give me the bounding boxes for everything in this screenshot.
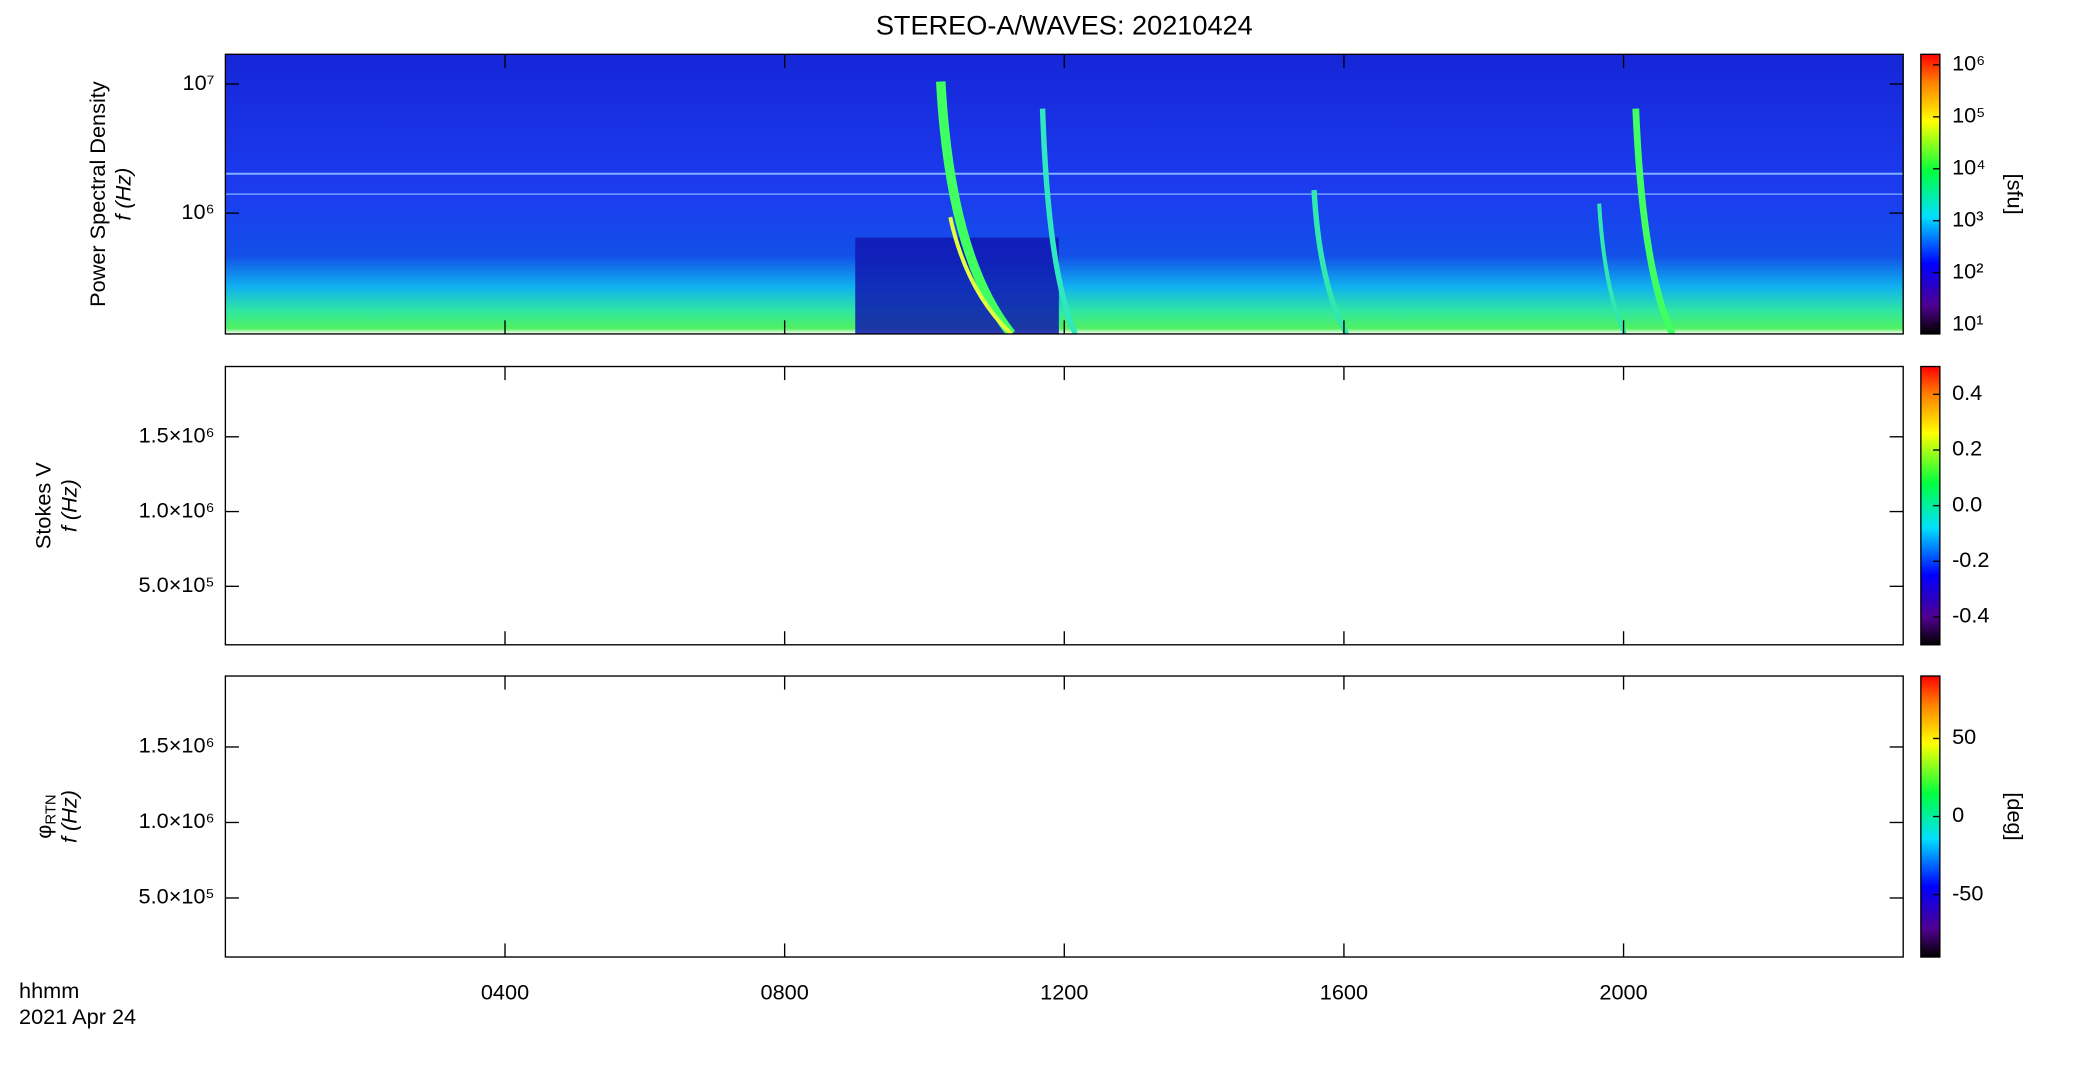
x-tick-label: 1200 [1040, 979, 1088, 1004]
plot-frame [224, 675, 1904, 958]
y-axis-label-subscript: RTN [43, 794, 60, 824]
x-axis-label: hhmm [19, 978, 79, 1003]
y-axis-label: Stokes V [31, 462, 56, 549]
colorbar [1920, 54, 1940, 334]
y-tick-label: 10⁶ [181, 199, 214, 224]
y-axis-label: φRTN [31, 794, 60, 838]
y-tick-label: 1.0×10⁶ [139, 497, 215, 522]
colorbar-tick-label: -0.2 [1952, 547, 1989, 572]
x-tick-label: 0800 [761, 979, 809, 1004]
plot-frame [224, 365, 1904, 646]
colorbar-label: [deg] [2002, 792, 2027, 840]
colorbar-frame [1920, 53, 1941, 335]
colorbar-tick-label: 10¹ [1952, 310, 1983, 335]
y-axis-label: Power Spectral Density [85, 81, 110, 307]
y-tick-label: 5.0×10⁵ [139, 884, 215, 909]
colorbar [1920, 366, 1940, 645]
y-tick-label: 10⁷ [183, 70, 215, 95]
spectrogram-image [225, 54, 1904, 334]
colorbar-tick-label: -0.4 [1952, 603, 1989, 628]
y-tick-label: 1.0×10⁶ [139, 808, 215, 833]
y-axis-label-symbol: φ [31, 825, 56, 839]
burst [948, 216, 1013, 334]
burst [1597, 203, 1627, 334]
y-axis-label: f (Hz) [56, 790, 81, 843]
colorbar-tick-label: 10⁶ [1952, 51, 1985, 76]
y-tick-label: 1.5×10⁶ [139, 733, 215, 758]
burst [1311, 189, 1350, 334]
colorbar-tick-label: 0.0 [1952, 491, 1982, 516]
burst [1632, 108, 1676, 334]
spectrogram-dark-region [855, 237, 1059, 334]
colorbar-tick-label: 10⁴ [1952, 154, 1985, 179]
colorbar-tick-label: 0.2 [1952, 436, 1982, 461]
colorbar-label: [sfu] [2002, 174, 2027, 215]
x-tick-label: 0400 [481, 979, 529, 1004]
chart-title: STEREO-A/WAVES: 20210424 [876, 9, 1253, 40]
colorbar-tick-label: 10² [1952, 258, 1983, 283]
y-tick-label: 5.0×10⁵ [139, 572, 215, 597]
y-tick-label: 1.5×10⁶ [139, 423, 215, 448]
colorbar-tick-label: -50 [1952, 880, 1983, 905]
colorbar [1920, 676, 1940, 958]
burst [936, 81, 1016, 334]
colorbar-tick-label: 0 [1952, 802, 1964, 827]
y-axis-label: f (Hz) [111, 168, 136, 221]
colorbar-tick-label: 10³ [1952, 206, 1983, 231]
x-tick-label: 1600 [1320, 979, 1368, 1004]
burst [1039, 108, 1078, 334]
date-label: 2021 Apr 24 [19, 1004, 136, 1029]
y-axis-label: f (Hz) [56, 479, 81, 532]
colorbar-tick-label: 0.4 [1952, 380, 1982, 405]
colorbar-tick-label: 50 [1952, 724, 1976, 749]
colorbar-tick-label: 10⁵ [1952, 103, 1985, 128]
x-tick-label: 2000 [1599, 979, 1647, 1004]
